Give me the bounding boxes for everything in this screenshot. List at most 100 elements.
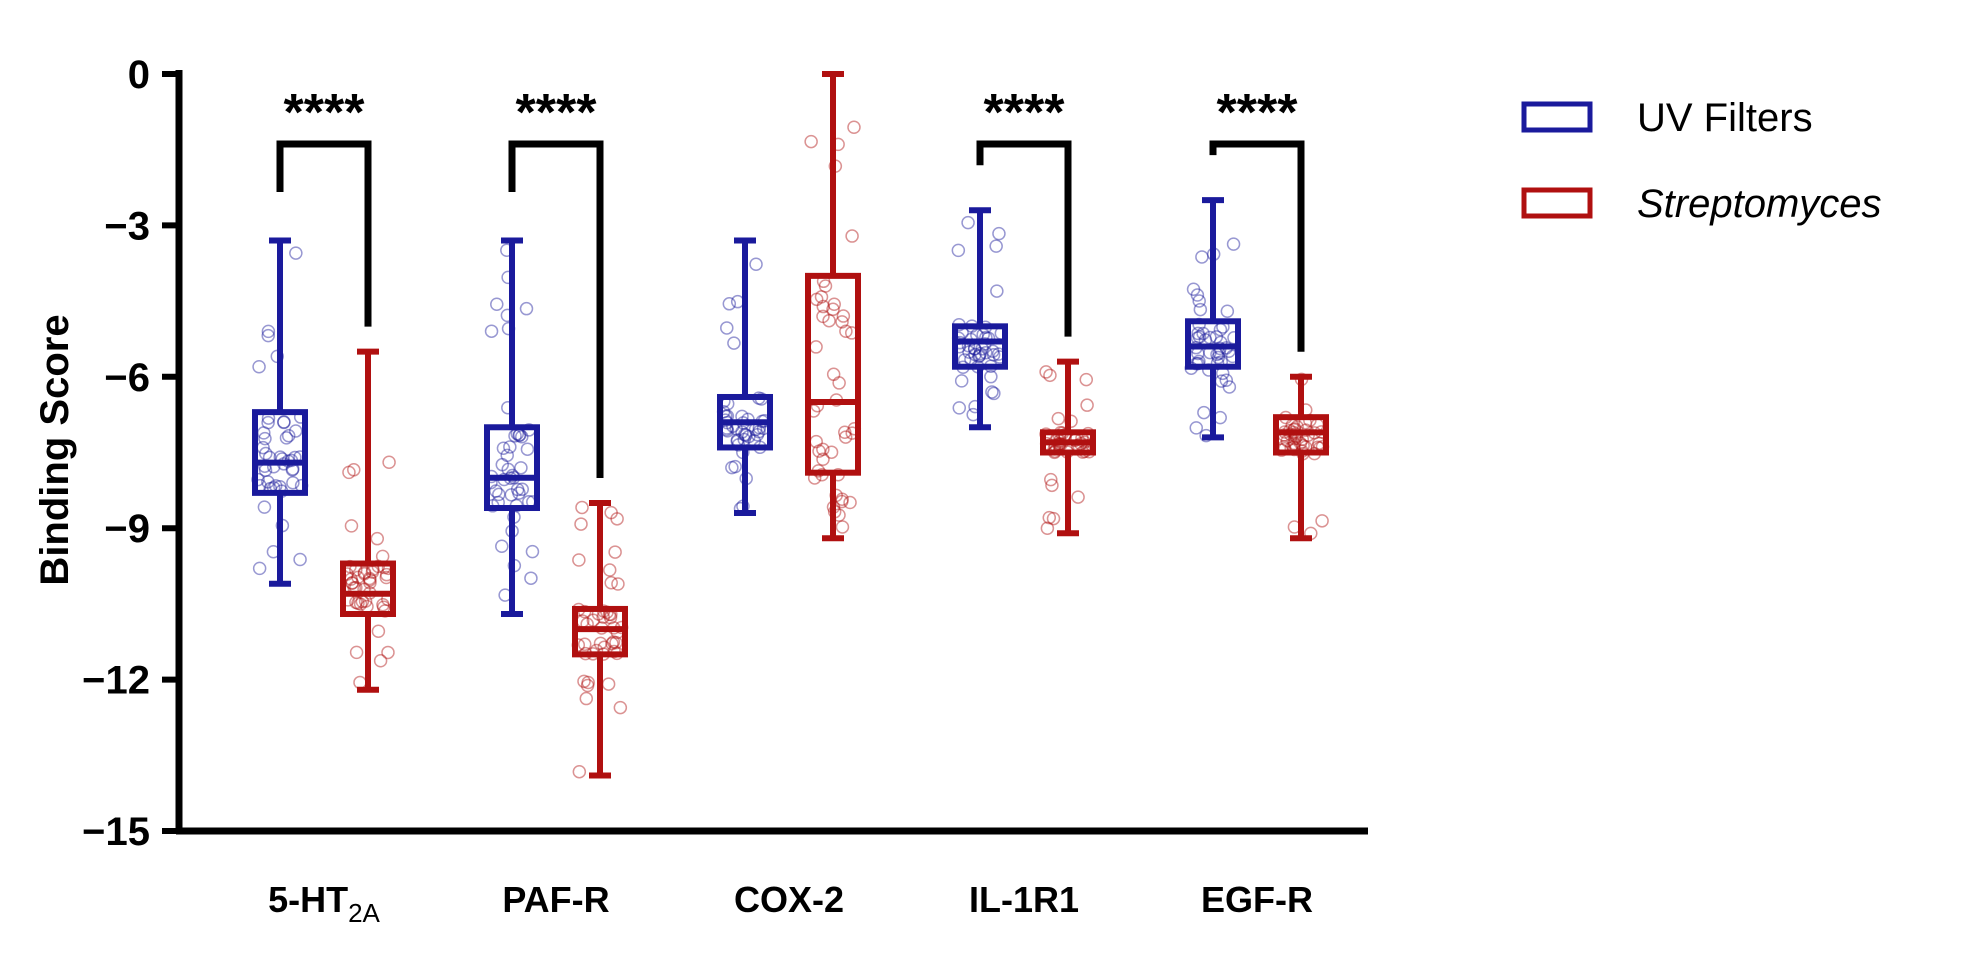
y-tick-label: −3 <box>104 204 150 248</box>
box-uv-filters <box>252 409 308 496</box>
data-point <box>515 430 529 444</box>
data-point <box>1209 330 1224 344</box>
data-point <box>261 415 275 430</box>
data-point <box>812 444 826 458</box>
data-point <box>1213 410 1227 425</box>
data-point <box>349 645 364 660</box>
category-name: PAF-R <box>502 879 609 920</box>
significance-bracket <box>276 140 372 327</box>
data-point <box>490 297 504 311</box>
data-point <box>1197 405 1211 420</box>
data-point <box>1315 514 1329 528</box>
data-point <box>730 294 745 309</box>
data-point <box>577 674 591 689</box>
category-subscript: 2A <box>348 898 380 928</box>
legend-swatch <box>1521 101 1593 133</box>
data-point <box>987 386 1001 401</box>
data-point <box>990 284 1004 298</box>
data-point <box>1287 436 1301 451</box>
data-point <box>1051 411 1066 426</box>
data-point <box>809 340 823 354</box>
data-point <box>515 482 529 497</box>
data-point <box>822 313 836 328</box>
data-point <box>1196 326 1210 341</box>
data-point <box>353 675 367 690</box>
data-point <box>1220 304 1235 318</box>
y-tick-label: 0 <box>128 53 150 97</box>
data-point <box>986 348 1001 362</box>
data-point <box>985 385 999 399</box>
data-point <box>252 359 266 374</box>
data-point <box>492 487 506 502</box>
data-point <box>604 505 618 520</box>
data-point <box>572 553 586 567</box>
data-point <box>605 636 619 651</box>
data-point <box>847 120 861 134</box>
data-point <box>351 570 365 585</box>
data-point <box>973 346 987 361</box>
significance-bracket <box>976 140 1072 337</box>
box-streptomyces <box>805 272 861 476</box>
data-point <box>347 463 361 477</box>
data-point <box>827 297 841 312</box>
data-point <box>1195 250 1209 264</box>
data-point <box>1044 472 1058 487</box>
data-point <box>1186 282 1201 296</box>
data-point <box>742 429 756 444</box>
data-point <box>286 476 300 490</box>
data-point <box>261 324 276 339</box>
data-point <box>1079 372 1094 387</box>
data-point <box>503 440 517 454</box>
data-point <box>826 302 840 317</box>
category-name: 5-HT <box>268 879 348 920</box>
legend-label: Streptomyces <box>1637 182 1882 226</box>
y-tick-label: −15 <box>82 810 150 854</box>
data-point <box>1226 237 1241 251</box>
data-point <box>839 324 853 339</box>
data-point <box>978 346 993 360</box>
data-point <box>258 431 272 446</box>
data-point <box>373 654 388 668</box>
data-point <box>1213 322 1228 337</box>
data-point <box>727 336 741 350</box>
y-tick-label: −6 <box>104 356 150 400</box>
data-point <box>1192 330 1207 344</box>
data-point <box>738 427 752 442</box>
data-point <box>826 367 841 382</box>
data-point <box>968 347 982 362</box>
box-streptomyces <box>340 560 396 617</box>
data-point <box>574 517 588 531</box>
data-point <box>371 624 386 639</box>
data-point <box>1211 350 1226 365</box>
data-point <box>382 455 396 469</box>
data-point <box>525 544 540 559</box>
data-point <box>735 425 749 439</box>
data-point <box>1042 510 1057 525</box>
data-point <box>952 401 967 415</box>
data-point <box>818 279 833 293</box>
data-point <box>277 415 291 429</box>
data-point <box>575 500 589 515</box>
data-point <box>1080 398 1094 412</box>
data-point <box>351 596 365 611</box>
data-point <box>613 700 628 715</box>
data-point <box>728 459 742 474</box>
data-point <box>725 460 739 475</box>
data-point <box>824 445 839 459</box>
significance-bracket <box>1209 140 1305 352</box>
data-point <box>961 215 975 230</box>
data-point <box>954 374 969 388</box>
data-point <box>804 134 818 149</box>
data-point <box>510 482 525 497</box>
x-category-label: PAF-R <box>502 879 609 920</box>
data-point <box>750 428 765 442</box>
data-point <box>353 597 368 611</box>
data-point <box>1046 511 1061 526</box>
y-tick-label: −9 <box>104 507 150 551</box>
x-category-label: IL-1R1 <box>969 879 1079 920</box>
data-point <box>504 488 519 502</box>
legend-label: UV Filters <box>1637 96 1813 140</box>
data-point <box>362 571 377 586</box>
data-point <box>835 520 850 534</box>
data-point <box>816 442 830 457</box>
